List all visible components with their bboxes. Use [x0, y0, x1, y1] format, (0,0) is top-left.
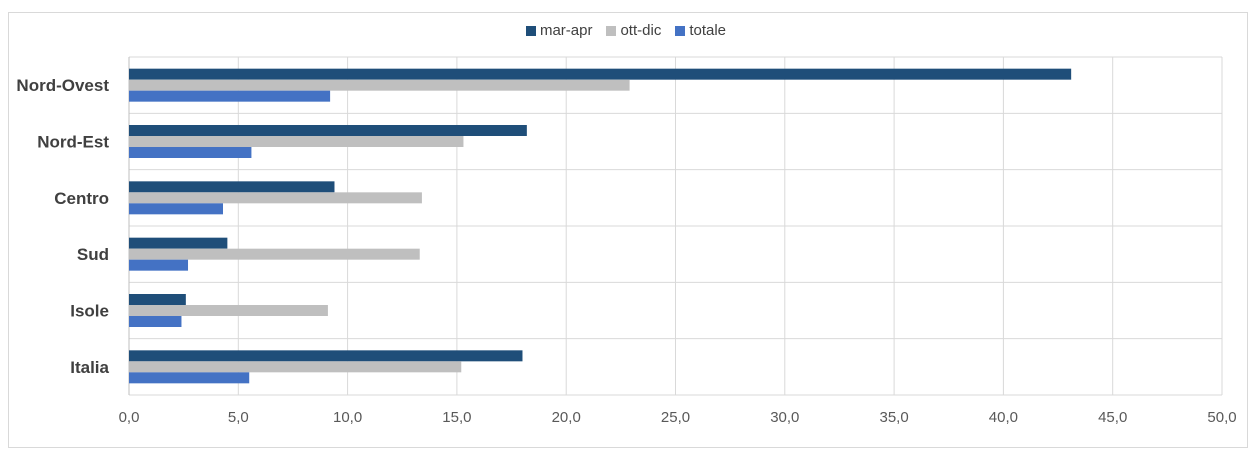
x-tick-labels: 0,0 5,0 10,0 15,0 20,0 25,0 30,0 35,0 40,0 45,0 50…	[119, 409, 1237, 426]
bar-totale	[129, 372, 250, 384]
bar-ott-dic	[129, 136, 464, 147]
category-label: Centro	[54, 189, 109, 208]
x-tick-label: 45,0	[1098, 409, 1127, 426]
legend-item-totale: totale	[675, 22, 726, 39]
legend-label-ott-dic: ott-dic	[620, 22, 662, 39]
bar-mar-apr	[129, 68, 1072, 80]
bar-ott-dic	[129, 361, 462, 373]
x-tick-label: 35,0	[879, 409, 908, 426]
x-tick-label: 50,0	[1207, 409, 1236, 426]
category-label: Italia	[70, 358, 109, 377]
x-tick-label: 15,0	[442, 409, 471, 426]
bar-ott-dic	[129, 248, 420, 260]
bar-ott-dic	[129, 79, 630, 91]
bar-ott-dic	[129, 192, 422, 204]
legend-swatch-mar-apr	[525, 25, 536, 36]
bar-mar-apr	[129, 237, 228, 249]
category-labels: Nord-Ovest Nord-Est Centro Sud Isole Italia	[16, 76, 109, 377]
x-tick-label: 20,0	[552, 409, 581, 426]
bar-totale	[129, 259, 189, 271]
legend-item-ott-dic: ott-dic	[606, 22, 661, 39]
gridlines	[128, 56, 1223, 396]
bar-mar-apr	[129, 181, 335, 193]
category-label: Nord-Est	[37, 133, 109, 152]
x-tick-label: 25,0	[661, 409, 690, 426]
bar-mar-apr	[129, 350, 523, 362]
x-tick-label: 30,0	[770, 409, 799, 426]
x-tick-label: 40,0	[989, 409, 1018, 426]
legend: mar-apr ott-dic totale	[0, 22, 1252, 39]
category-label: Sud	[77, 245, 109, 264]
bar-mar-apr	[129, 125, 527, 136]
legend-label-mar-apr: mar-apr	[539, 22, 593, 39]
legend-item-mar-apr: mar-apr	[525, 22, 593, 39]
x-tick-label: 10,0	[333, 409, 362, 426]
bar-mar-apr	[129, 294, 186, 305]
legend-swatch-ott-dic	[606, 25, 617, 36]
x-tick-label: 0,0	[119, 409, 140, 426]
legend-label-totale: totale	[689, 22, 727, 39]
bar-totale	[129, 203, 223, 215]
bars	[129, 68, 1072, 384]
bar-totale	[129, 90, 331, 102]
bar-ott-dic	[129, 305, 328, 316]
bar-totale	[129, 147, 252, 158]
x-tick-label: 5,0	[228, 409, 249, 426]
legend-swatch-totale	[675, 25, 686, 36]
bar-totale	[129, 316, 182, 327]
category-label: Nord-Ovest	[16, 76, 109, 95]
category-label: Isole	[70, 302, 109, 321]
